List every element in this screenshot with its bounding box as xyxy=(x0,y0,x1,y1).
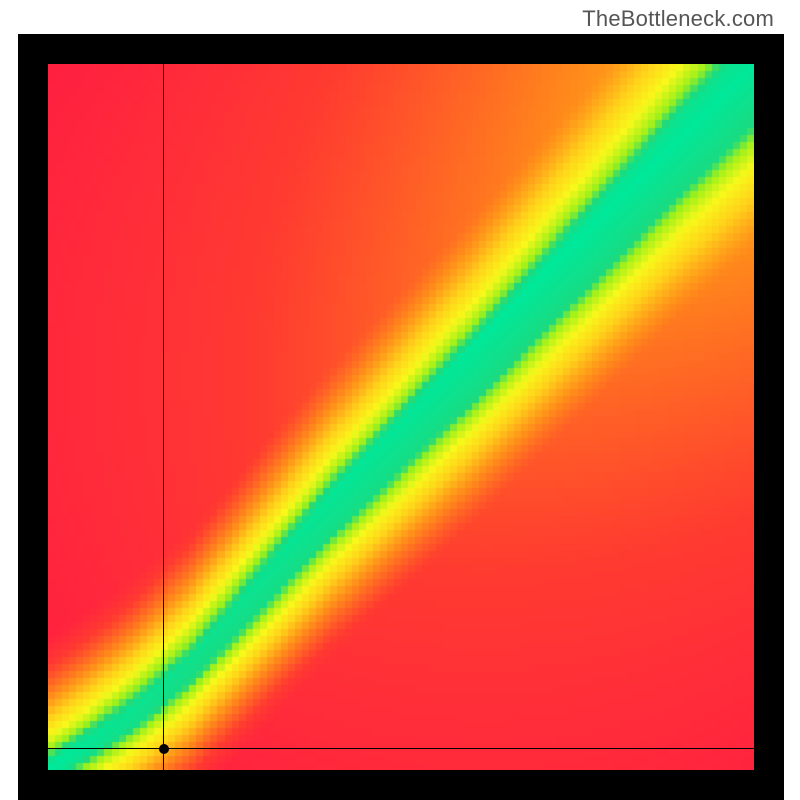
watermark-text: TheBottleneck.com xyxy=(582,6,774,32)
crosshair-vertical xyxy=(163,64,164,770)
crosshair-marker xyxy=(159,744,169,754)
crosshair-horizontal xyxy=(48,748,754,749)
heatmap-canvas xyxy=(48,64,754,770)
